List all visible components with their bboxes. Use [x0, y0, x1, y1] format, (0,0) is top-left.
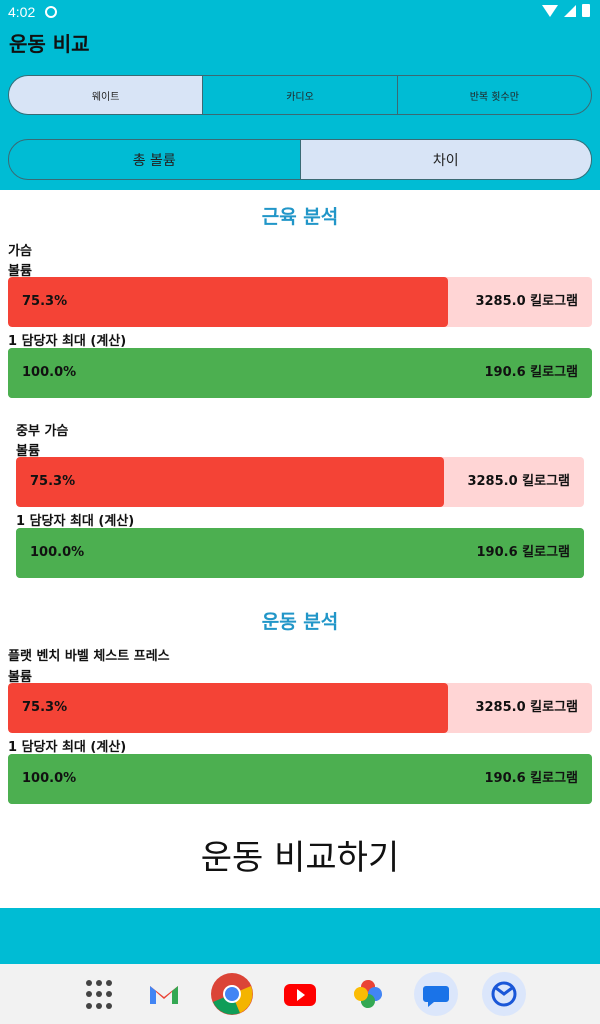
signal-icon — [564, 4, 576, 17]
volume-value: 3285.0 킬로그램 — [467, 474, 570, 489]
exercise-analysis-title: 운동 분석 — [261, 611, 339, 633]
status-time: 4:02 — [8, 4, 36, 20]
volume-bar-fill — [16, 457, 444, 507]
tab-reps-only[interactable]: 반복 횟수만 — [469, 91, 519, 103]
metric-label: 볼륨 — [16, 444, 40, 459]
one-rep-max-percent: 100.0% — [22, 771, 77, 786]
tab-difference[interactable]: 차이 — [300, 140, 591, 179]
muscle-analysis-title: 근육 분석 — [261, 206, 339, 228]
sync-icon[interactable] — [482, 972, 526, 1016]
volume-value: 3285.0 킬로그램 — [475, 700, 578, 715]
volume-bar: 75.3% 3285.0 킬로그램 — [16, 457, 584, 507]
metric-label: 1 담당자 최대 (계산) — [16, 514, 135, 529]
tab-cardio[interactable]: 카디오 — [203, 76, 398, 114]
group-name: 가슴 — [8, 244, 32, 259]
mode-segmented-control: 총 볼륨 차이 — [8, 139, 592, 180]
metric-label: 1 담당자 최대 (계산) — [8, 740, 127, 755]
chrome-icon[interactable] — [210, 972, 254, 1016]
one-rep-max-bar: 100.0% 190.6 킬로그램 — [8, 348, 592, 398]
one-rep-max-value: 190.6 킬로그램 — [484, 365, 579, 380]
wifi-icon — [542, 4, 558, 17]
one-rep-max-bar: 100.0% 190.6 킬로그램 — [16, 528, 584, 578]
volume-bar-fill — [8, 277, 448, 327]
volume-bar-fill — [8, 683, 448, 733]
tab-total-volume[interactable]: 총 볼륨 — [9, 140, 301, 179]
volume-percent: 75.3% — [22, 700, 68, 715]
metric-label: 볼륨 — [8, 670, 32, 685]
one-rep-max-value: 190.6 킬로그램 — [484, 771, 579, 786]
photos-icon[interactable] — [346, 972, 390, 1016]
volume-value: 3285.0 킬로그램 — [475, 294, 578, 309]
tab-weight[interactable]: 웨이트 — [9, 76, 204, 114]
messages-icon[interactable] — [414, 972, 458, 1016]
one-rep-max-bar-fill — [8, 754, 592, 804]
one-rep-max-percent: 100.0% — [30, 545, 85, 560]
one-rep-max-percent: 100.0% — [22, 365, 77, 380]
metric-label: 볼륨 — [8, 264, 32, 279]
status-bar: 4:02 — [0, 0, 600, 24]
apps-grid-icon[interactable] — [86, 980, 116, 1010]
one-rep-max-value: 190.6 킬로그램 — [476, 545, 571, 560]
volume-bar: 75.3% 3285.0 킬로그램 — [8, 683, 592, 733]
exercise-name: 플랫 벤치 바벨 체스트 프레스 — [8, 649, 170, 664]
page-title: 운동 비교 — [9, 32, 90, 56]
notification-icon — [45, 6, 57, 18]
volume-percent: 75.3% — [22, 294, 68, 309]
volume-percent: 75.3% — [30, 474, 76, 489]
one-rep-max-bar: 100.0% 190.6 킬로그램 — [8, 754, 592, 804]
youtube-icon[interactable] — [278, 972, 322, 1016]
gmail-icon[interactable] — [142, 972, 186, 1016]
status-icons — [542, 4, 590, 17]
app-dock — [0, 964, 600, 1024]
group-name: 중부 가슴 — [16, 424, 69, 439]
metric-label: 1 담당자 최대 (계산) — [8, 334, 127, 349]
volume-bar: 75.3% 3285.0 킬로그램 — [8, 277, 592, 327]
bottom-band — [0, 908, 600, 964]
battery-icon — [582, 4, 590, 17]
compare-exercises-button[interactable]: 운동 비교하기 — [200, 838, 400, 878]
category-segmented-control: 웨이트 카디오 반복 횟수만 — [8, 75, 592, 115]
one-rep-max-bar-fill — [8, 348, 592, 398]
one-rep-max-bar-fill — [16, 528, 584, 578]
